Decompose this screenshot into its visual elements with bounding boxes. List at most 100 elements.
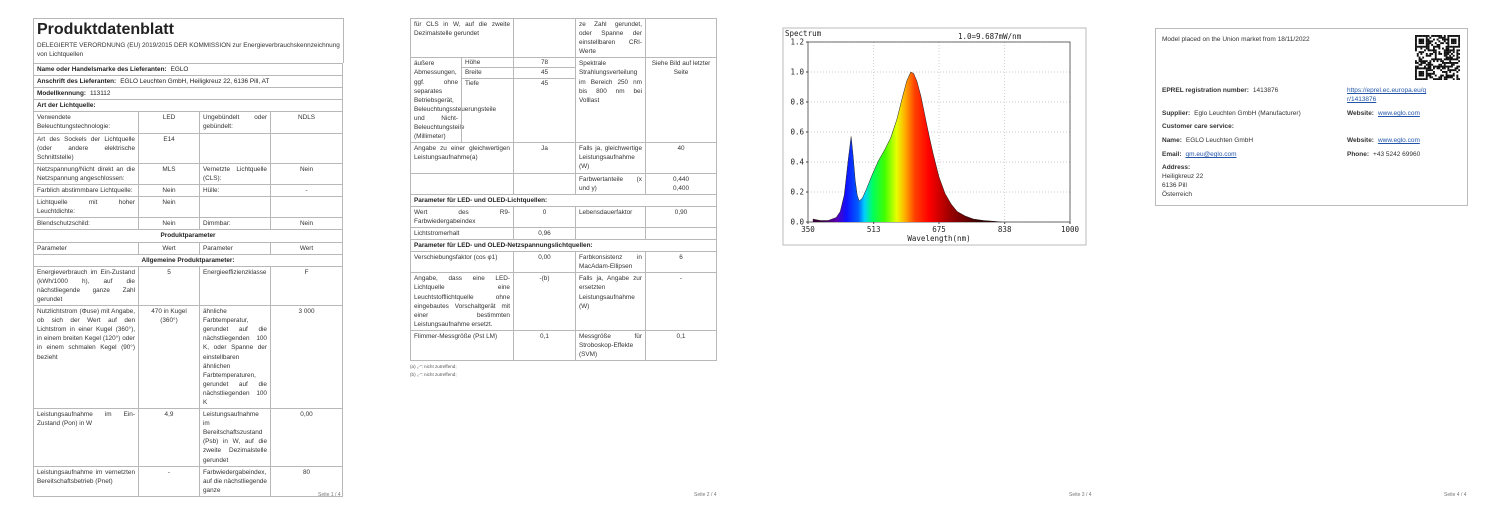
qr-module [1422,38,1425,41]
qr-module [1452,54,1455,57]
qr-module [1454,69,1457,72]
qr-module [1451,35,1453,37]
qr-module [1427,47,1430,50]
qr-module [1418,63,1421,66]
qr-module [1445,72,1448,75]
section-heading: Art der Lichtquelle: [32,99,344,113]
qr-module [1447,35,1450,37]
dimension-value: 45 [514,68,575,79]
qr-module [1425,76,1428,79]
info-value: EGLO Leuchten GmbH, Heiligkreuz 22, 6136… [120,78,270,86]
qr-module [1420,40,1423,43]
qr-module [1415,62,1417,64]
qr-module [1445,78,1448,80]
x-axis-label: Wavelength(nm) [907,234,970,243]
qr-module [1443,51,1446,54]
qr-module [1418,35,1421,37]
qr-module [1415,74,1417,77]
qr-module [1418,74,1421,77]
value: EGLO Leuchten GmbH [1185,137,1254,144]
qr-module [1416,53,1419,55]
qr-module [1427,40,1430,43]
qr-module [1449,54,1452,57]
link[interactable]: qm.eu@eglo.com [1185,151,1237,158]
qr-module [1442,60,1444,63]
qr-module [1452,47,1455,50]
qr-module [1433,78,1435,80]
qr-module [1415,38,1417,41]
qr-module [1433,35,1435,37]
qr-module [1418,56,1421,59]
qr-module [1447,74,1450,77]
qr-module [1418,71,1421,73]
parameter-cell: Messgröße für Stroboskop-Effekte (SVM) [575,329,646,362]
qr-module [1424,35,1426,37]
parameter-cell: Nutzlichtstrom (Φuse) mit Angabe, ob sic… [33,305,139,410]
qr-module [1424,62,1426,64]
value-cell: Wert [269,241,344,255]
parameter-cell: ähnliche Farbtemperatur, gerundet auf di… [199,305,271,410]
value-cell: Ja [513,142,576,174]
qr-module [1427,54,1430,57]
qr-module [1433,60,1435,63]
qr-module [1451,56,1453,59]
qr-module [1445,65,1448,68]
section-heading: Parameter für LED- und OLED-Lichtquellen… [410,193,717,207]
qr-module [1420,51,1423,54]
qr-module [1447,38,1450,41]
info-label: Anschrift des Lieferanten: [37,78,117,86]
qr-module [1447,36,1450,39]
dimension-wrap: äußere Abmessungen, ggf. ohne separates … [414,58,513,142]
value-cell: 0,440 0,400 [645,172,717,195]
qr-module [1452,51,1455,54]
qr-module [1425,63,1428,66]
qr-module [1415,60,1417,63]
qr-module [1445,45,1448,48]
value-cell: Nein [269,217,344,231]
y-tick-label: 0.8 [790,98,804,107]
qr-module [1436,60,1439,63]
qr-module [1427,72,1430,75]
qr-module [1434,49,1437,52]
qr-module [1447,62,1450,64]
data-table: Name oder Handelsmarke des Lieferanten: E… [32,62,344,497]
link[interactable]: www.eglo.com [1377,137,1420,144]
qr-module [1418,72,1421,75]
parameter-cell: Blendschutzschild: [33,217,139,231]
table-row: Leistungsaufnahme im vernetzten Bereitsc… [33,465,344,497]
page-footer: Seite 2 / 4 [694,492,717,498]
qr-module [1433,67,1435,70]
qr-module [1456,35,1459,37]
qr-module [1451,45,1453,48]
info-box [1155,28,1468,206]
qr-module [1452,40,1455,43]
qr-module [1425,74,1428,77]
dimension-value: 45 [540,79,549,87]
qr-module [1451,40,1453,43]
qr-module [1443,67,1446,70]
value-cell: 0,96 [513,226,576,241]
info-label: Name oder Handelsmarke des Lieferanten: [37,66,167,73]
qr-module [1422,56,1425,59]
qr-module [1451,42,1453,45]
qr-module [1415,49,1417,52]
qr-module [1429,49,1432,52]
qr-module [1415,76,1417,79]
value-cell: 0,00 [269,408,344,467]
eprel-link[interactable]: https://eprel.ec.europa.eu/qr/1413876 [1347,87,1427,103]
link[interactable]: www.eglo.com [1377,110,1420,117]
value-cell [269,196,344,219]
qr-module [1443,38,1446,41]
qr-module [1429,36,1432,39]
value-cell [645,226,717,241]
qr-module [1456,76,1459,79]
x-tick-label: 838 [998,225,1012,234]
qr-module [1433,51,1435,54]
qr-module [1445,54,1448,57]
parameter-cell: Hülle: [199,184,271,198]
qr-module [1452,63,1455,66]
qr-module [1416,45,1419,48]
parameter-cell: Wert des R9-Farbwiedergabeindex [410,205,514,228]
label: Supplier: [1162,110,1191,117]
chart-title: Spectrum [785,29,822,38]
